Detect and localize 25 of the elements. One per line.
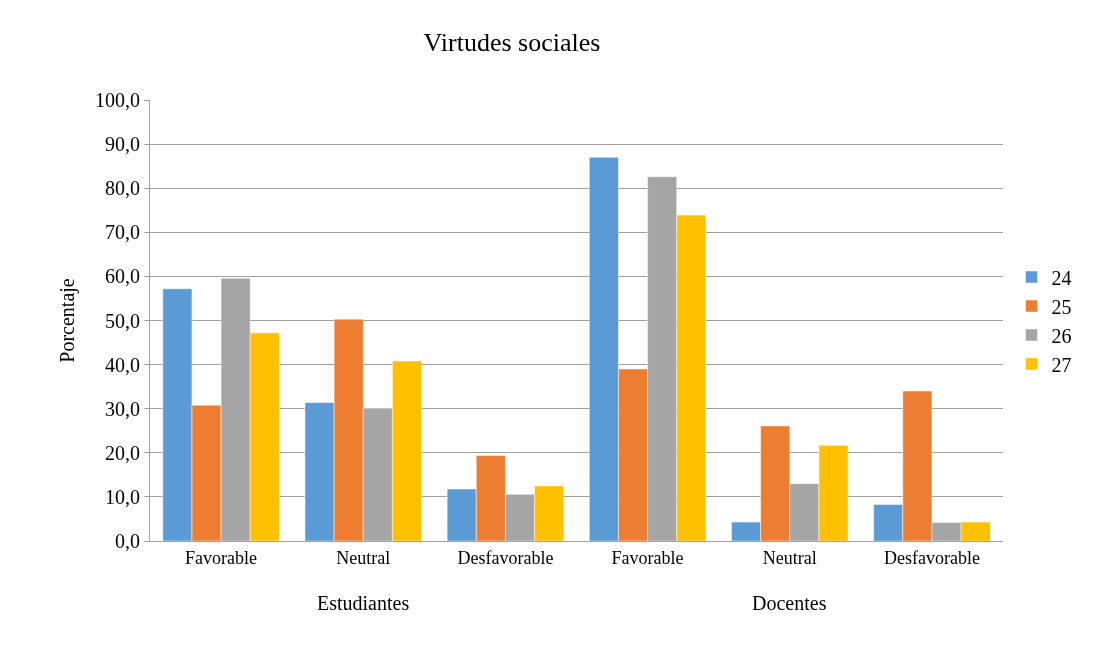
legend-label: 26 [1051,324,1072,347]
chart-title: Virtudes sociales [423,27,601,57]
y-tick-label: 60,0 [105,265,140,288]
y-axis-title: Porcentaje [55,278,79,363]
x-tick-label: Favorable [611,547,684,568]
legend-label: 25 [1051,295,1072,318]
legend-label: 24 [1051,266,1072,289]
x-tick-label: Favorable [185,547,258,568]
text: Estudiantes [317,592,410,614]
y-tick-label: 20,0 [105,441,140,464]
legend-label: 27 [1051,353,1072,376]
x-tick-label: Desfavorable [883,547,980,568]
y-tick-label: 90,0 [105,133,140,156]
x-tick-label: Neutral [336,547,391,568]
x-tick-label: Neutral [762,547,817,568]
x-tick-label: Desfavorable [457,547,554,568]
y-tick-label: 50,0 [105,309,140,332]
y-tick-label: 70,0 [105,221,140,244]
text: Docentes [752,592,827,614]
y-tick-label: 80,0 [105,177,140,200]
y-tick-label: 100,0 [95,89,140,111]
y-tick-label: 10,0 [105,485,140,508]
y-tick-label: 0,0 [115,530,140,552]
y-tick-label: 30,0 [105,397,140,420]
y-tick-label: 40,0 [105,353,140,376]
